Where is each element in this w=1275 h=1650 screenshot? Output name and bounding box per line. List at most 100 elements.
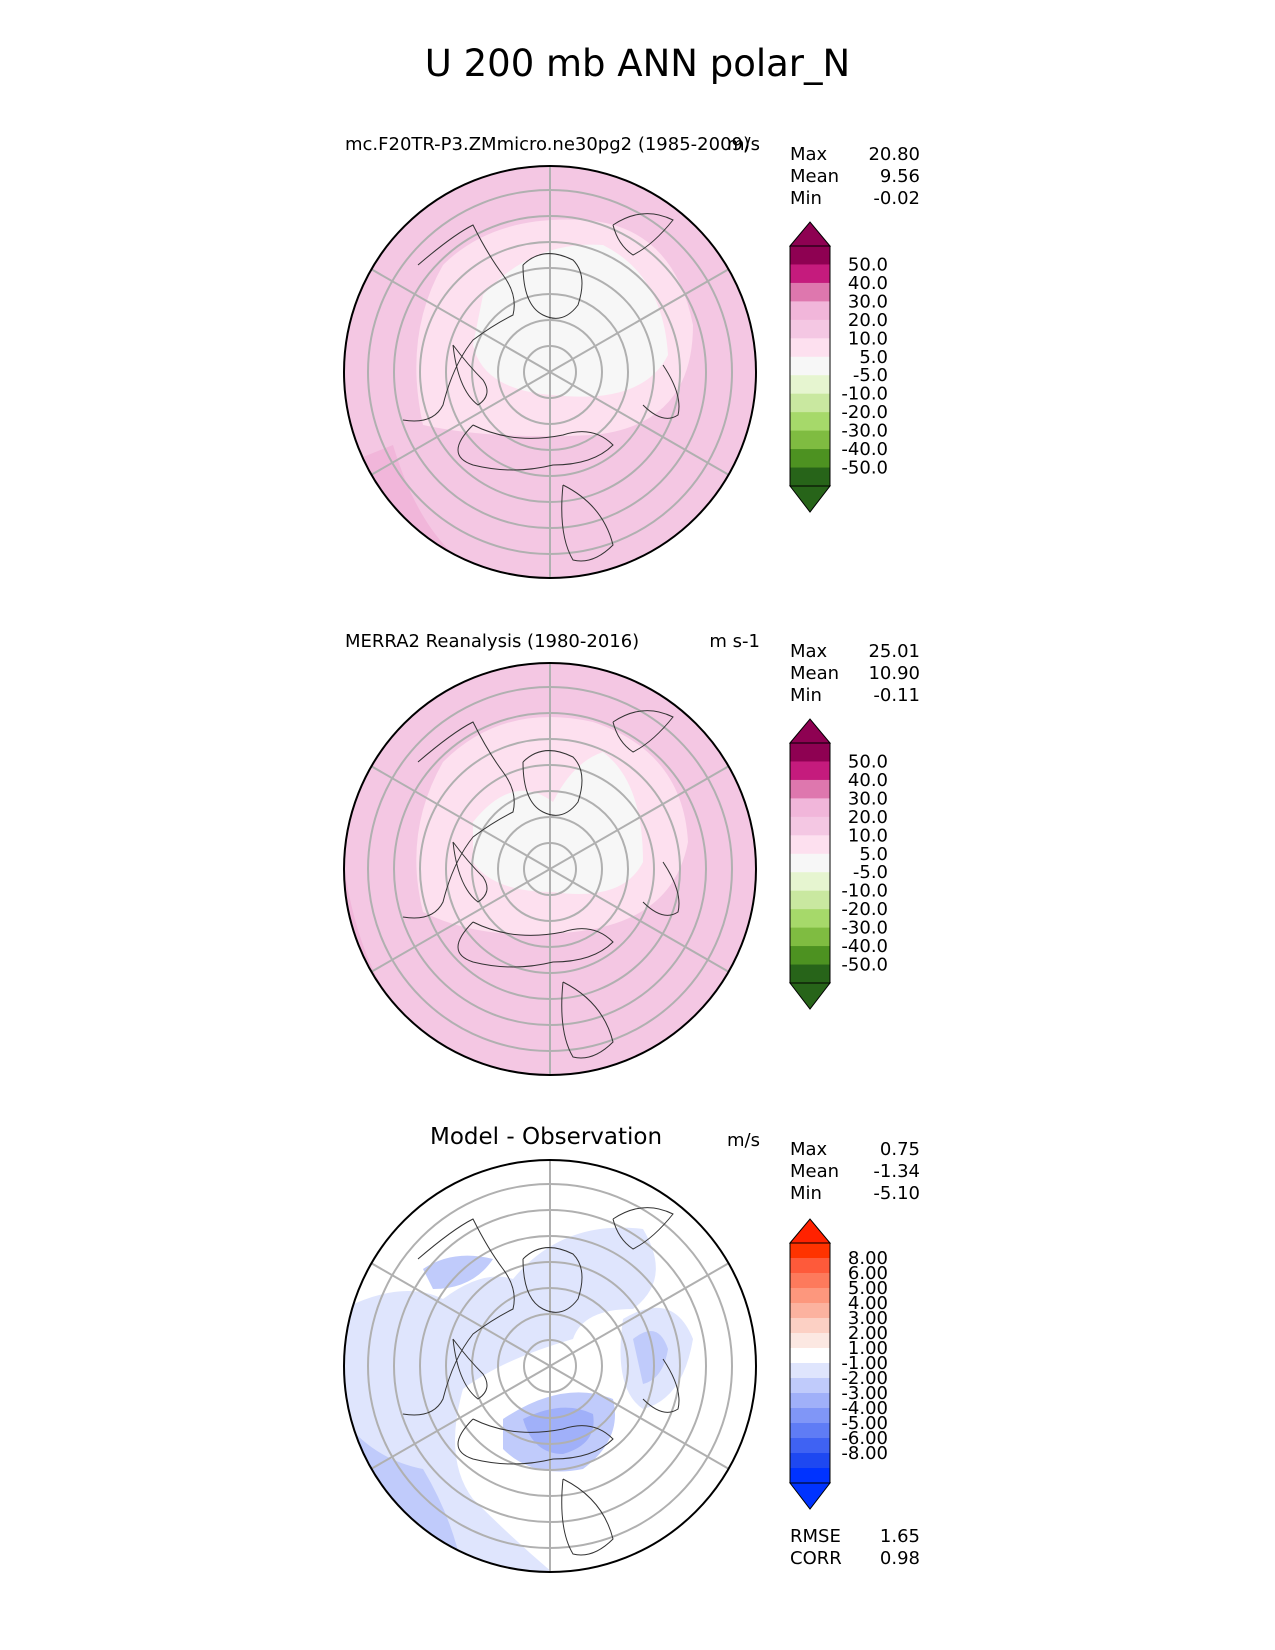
colorbar-segment bbox=[790, 375, 830, 395]
colorbar-segment bbox=[790, 1258, 830, 1274]
colorbar-segment bbox=[790, 927, 830, 947]
stats-block: Max 0.75 Mean -1.34 Min -5.10 bbox=[790, 1139, 920, 1205]
stats-block: Max 25.01 Mean 10.90 Min -0.11 bbox=[790, 641, 920, 707]
colorbar-outline bbox=[789, 245, 831, 487]
colorbar-segment bbox=[790, 909, 830, 929]
colorbar-segments bbox=[788, 1218, 832, 1510]
figure-title: U 200 mb ANN polar_N bbox=[424, 42, 851, 85]
colorbar-tick-label: 20.0 bbox=[848, 310, 888, 331]
colorbar-tick-label: 30.0 bbox=[848, 788, 888, 809]
colorbar-tick-label: -50.0 bbox=[841, 955, 888, 976]
graticule bbox=[367, 1160, 733, 1572]
colorbar-segment bbox=[790, 1318, 830, 1334]
colorbar-segments bbox=[788, 718, 832, 1010]
colorbar-tick-label: -6.00 bbox=[841, 1428, 888, 1449]
colorbar-tick-label: -5.0 bbox=[853, 365, 888, 386]
stat-value: 1.65 bbox=[879, 1526, 920, 1547]
colorbar-tick-label: 6.00 bbox=[848, 1263, 888, 1284]
stat-name: CORR bbox=[790, 1548, 842, 1569]
colorbar-extend-bottom bbox=[788, 1482, 832, 1510]
colorbar-tick-label: -30.0 bbox=[841, 918, 888, 939]
colorbar-segment bbox=[790, 282, 830, 302]
stat-value: 0.98 bbox=[879, 1548, 920, 1569]
polar-map bbox=[343, 165, 757, 579]
colorbar-segment bbox=[790, 1423, 830, 1439]
colorbar-tick-label: -20.0 bbox=[841, 402, 888, 423]
colorbar-tick-label: -2.00 bbox=[841, 1368, 888, 1389]
stat-value: -0.11 bbox=[873, 685, 920, 706]
field-region bbox=[633, 1331, 668, 1384]
colorbar-tick-label: -10.0 bbox=[841, 881, 888, 902]
field-region bbox=[523, 1407, 594, 1454]
colorbar-segment bbox=[790, 246, 830, 265]
colorbar-segment bbox=[790, 338, 830, 358]
colorbar-tick-label: 5.00 bbox=[848, 1278, 888, 1299]
colorbar-segment bbox=[790, 412, 830, 432]
colorbar-tick-label: 20.0 bbox=[848, 807, 888, 828]
panel-units: m s-1 bbox=[709, 631, 760, 652]
colorbar: 50.040.030.020.010.05.0-5.0-10.0-20.0-30… bbox=[788, 718, 888, 1010]
stat-value: -1.34 bbox=[873, 1161, 920, 1182]
colorbar-segment bbox=[790, 946, 830, 966]
colorbar-extend-bottom bbox=[788, 485, 832, 513]
colorbar-tick-label: -20.0 bbox=[841, 899, 888, 920]
colorbar-segment bbox=[790, 1438, 830, 1454]
colorbar-tick-label: 2.00 bbox=[848, 1323, 888, 1344]
map-boundary bbox=[343, 662, 757, 1076]
colorbar-tick-label: 8.00 bbox=[848, 1248, 888, 1269]
colorbar-segment bbox=[790, 1303, 830, 1319]
stat-value: 9.56 bbox=[879, 166, 920, 187]
colorbar-segment bbox=[790, 356, 830, 376]
stat-value: 0.75 bbox=[879, 1139, 920, 1160]
stat-value: -0.02 bbox=[873, 188, 920, 209]
skill-scores: RMSE 1.65 CORR 0.98 bbox=[790, 1526, 920, 1570]
colorbar-tick-label: -1.00 bbox=[841, 1353, 888, 1374]
colorbar-segment bbox=[790, 779, 830, 799]
stat-name: RMSE bbox=[790, 1526, 841, 1547]
stat-name: Mean bbox=[790, 663, 840, 684]
stat-name: Mean bbox=[790, 166, 840, 187]
stats-block: Max 20.80 Mean 9.56 Min -0.02 bbox=[790, 144, 920, 210]
stat-name: Min bbox=[790, 685, 822, 706]
colorbar-extend-top bbox=[788, 718, 832, 744]
colorbar-segment bbox=[790, 743, 830, 762]
colorbar-tick-label: 50.0 bbox=[848, 254, 888, 275]
colorbar-tick-label: -3.00 bbox=[841, 1383, 888, 1404]
colorbar-segment bbox=[790, 1333, 830, 1349]
colorbar-tick-label: -5.0 bbox=[853, 862, 888, 883]
colorbar-tick-label: 40.0 bbox=[848, 273, 888, 294]
colorbar-segment bbox=[790, 1348, 830, 1364]
stat-name: Max bbox=[790, 1139, 828, 1160]
colorbar-segment bbox=[790, 449, 830, 469]
colorbar-tick-label: -8.00 bbox=[841, 1443, 888, 1464]
colorbar-outline bbox=[789, 1242, 831, 1484]
stat-name: Min bbox=[790, 1183, 822, 1204]
colorbar-tick-label: -4.00 bbox=[841, 1398, 888, 1419]
stat-name: Max bbox=[790, 144, 828, 165]
colorbar-segment bbox=[790, 430, 830, 450]
panel-title: Model - Observation bbox=[430, 1124, 663, 1150]
colorbar-segments bbox=[788, 221, 832, 513]
colorbar-tick-label: 10.0 bbox=[848, 825, 888, 846]
stat-name: Min bbox=[790, 188, 822, 209]
panel-units: m/s bbox=[727, 1130, 760, 1151]
colorbar-segment bbox=[790, 1393, 830, 1409]
colorbar-outline bbox=[789, 742, 831, 984]
graticule bbox=[367, 166, 733, 578]
colorbar-tick-label: 30.0 bbox=[848, 291, 888, 312]
colorbar-segment bbox=[790, 853, 830, 873]
colorbar-extend-top bbox=[788, 1218, 832, 1244]
coastlines bbox=[402, 1207, 680, 1556]
colorbar-segment bbox=[790, 393, 830, 413]
colorbar-tick-label: 50.0 bbox=[848, 751, 888, 772]
colorbar-tick-label: 4.00 bbox=[848, 1293, 888, 1314]
colorbar-segment bbox=[790, 1288, 830, 1304]
colorbar-segment bbox=[790, 761, 830, 781]
stat-value: -5.10 bbox=[873, 1183, 920, 1204]
panel-title: mc.F20TR-P3.ZMmicro.ne30pg2 (1985-2009) bbox=[345, 134, 750, 155]
colorbar-tick-label: -10.0 bbox=[841, 384, 888, 405]
colorbar-segment bbox=[790, 467, 830, 487]
colorbar-segment bbox=[790, 798, 830, 818]
polar-map bbox=[343, 662, 757, 1076]
colorbar-segment bbox=[790, 1408, 830, 1424]
